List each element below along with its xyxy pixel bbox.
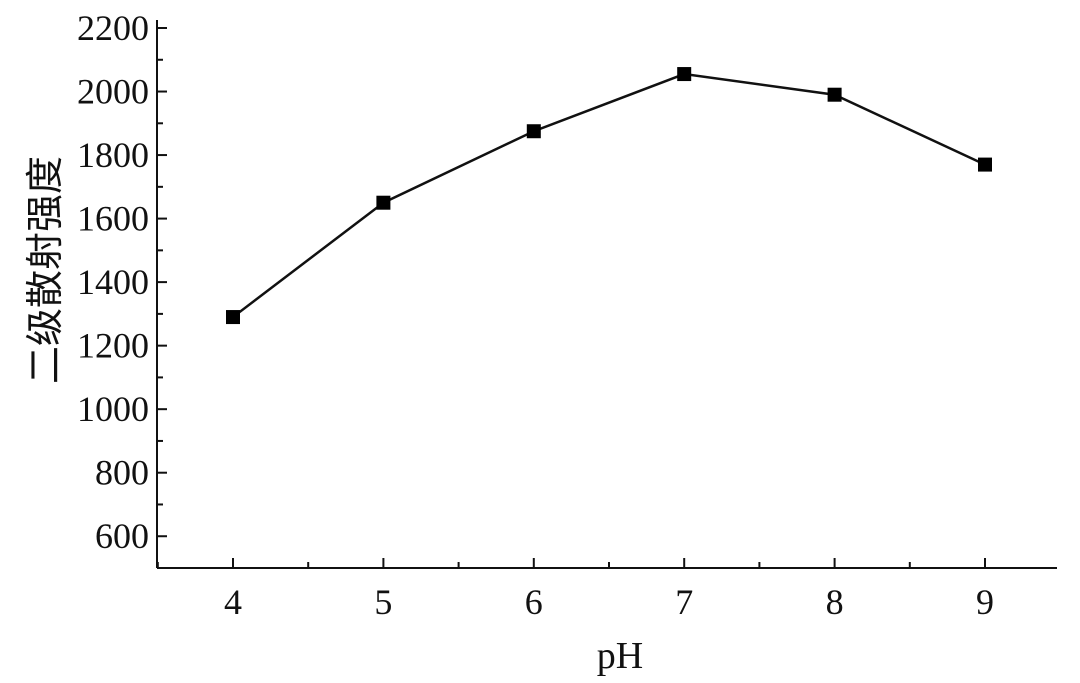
- plot-area: [226, 67, 992, 325]
- x-tick-label: 4: [224, 582, 242, 622]
- axes: [156, 20, 1057, 569]
- data-point: [526, 124, 541, 139]
- y-tick-label: 2000: [77, 72, 149, 112]
- data-point: [978, 157, 992, 172]
- series-line: [232, 72, 986, 319]
- y-axis-title: 二级散射强度: [25, 156, 67, 384]
- data-point: [677, 67, 692, 82]
- y-tick-label: 1600: [77, 199, 149, 239]
- data-point: [226, 310, 240, 325]
- data-point: [376, 195, 391, 210]
- x-tick-label: 5: [374, 582, 392, 622]
- x-tick-label: 8: [826, 582, 844, 622]
- data-point: [827, 87, 842, 102]
- y-tick-label: 1200: [77, 326, 149, 366]
- y-tick-label: 1400: [77, 262, 149, 302]
- y-tick-label: 600: [95, 516, 149, 556]
- x-tick-label: 7: [675, 582, 693, 622]
- x-axis-title: pH: [597, 635, 643, 677]
- x-tick-label: 9: [976, 582, 994, 622]
- y-tick-label: 2200: [77, 8, 149, 48]
- x-tick-label: 6: [525, 582, 543, 622]
- y-tick-label: 1000: [77, 389, 149, 429]
- y-tick-label: 1800: [77, 135, 149, 175]
- y-tick-label: 800: [95, 453, 149, 493]
- ticks: 600 800 1000 1200 1400 1600 1800 2000 2200 4 5 6 7 8 9: [77, 8, 994, 622]
